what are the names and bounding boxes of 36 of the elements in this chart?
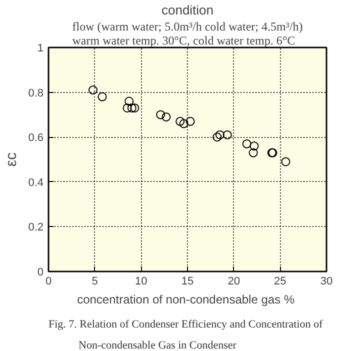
point <box>179 119 188 128</box>
y-tick-label: 0.6 <box>28 132 44 144</box>
point <box>248 148 258 158</box>
caption: Fig. 7. Relation of Condenser Efficiency and Concentration of Non-condensable Gas in Condenser <box>48 318 323 351</box>
x-tick-label: 5 <box>92 276 98 288</box>
x-tick-label: 10 <box>135 276 148 288</box>
y-tick-label: 0.2 <box>28 222 44 234</box>
point <box>281 157 290 166</box>
chart-title: condition <box>161 2 214 18</box>
point <box>130 103 140 112</box>
point <box>186 116 195 126</box>
y-axis-title: εc <box>3 152 20 167</box>
x-tick-label: 15 <box>181 276 194 288</box>
x-tick-label: 0 <box>45 276 52 288</box>
point <box>98 92 107 102</box>
point <box>222 130 232 140</box>
point <box>176 116 185 126</box>
y-tick-label: 0.8 <box>28 87 44 100</box>
point <box>250 142 259 151</box>
x-axis-title: concentration of non-condensable gas % <box>77 292 295 306</box>
point <box>124 96 134 106</box>
x-tick-label: 25 <box>274 276 286 288</box>
x-tick-label: 30 <box>320 276 333 288</box>
y-tick-label: 1 <box>37 42 44 54</box>
chart-subtitle: flow (warm water; 5.0m³/h cold water; 4.5m³/h) warm water temp. 30°C, cold water temp. 6°C <box>72 20 303 48</box>
point <box>215 130 224 140</box>
y-tick-label: 0.4 <box>28 176 44 189</box>
x-tick-label: 20 <box>228 276 240 288</box>
point <box>242 139 252 148</box>
point <box>88 86 98 95</box>
point <box>212 132 222 142</box>
point <box>156 110 166 120</box>
point <box>162 112 171 122</box>
point <box>122 103 132 112</box>
point <box>127 103 136 112</box>
y-tick-label: 0 <box>37 266 44 278</box>
